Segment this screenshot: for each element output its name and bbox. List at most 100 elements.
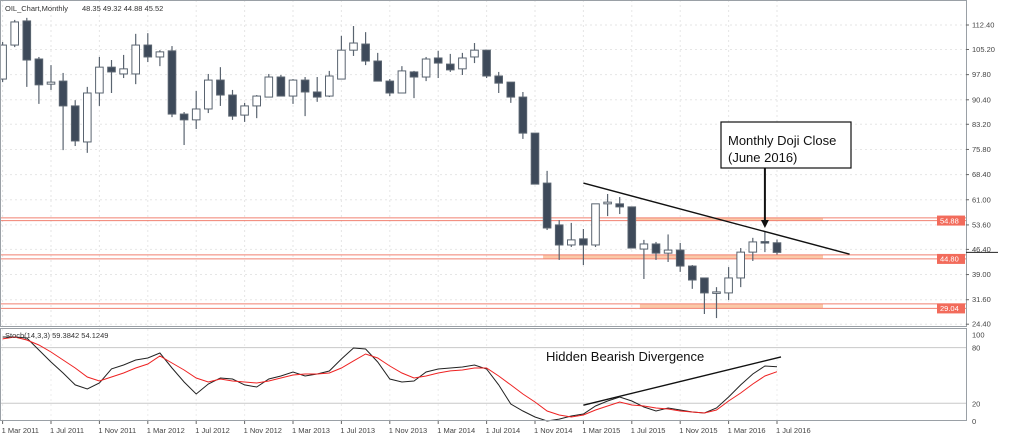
divergence-trendline [583, 356, 782, 406]
candle-bullish [591, 203, 600, 246]
y-tick-label: 97.80 [972, 70, 991, 79]
candle-bullish [349, 42, 358, 51]
candle-bearish [615, 203, 625, 208]
candle-bullish [0, 44, 7, 80]
candle-bullish [191, 108, 201, 121]
zone-fill [639, 303, 823, 309]
candle-bearish [58, 80, 68, 107]
support-resistance-zones [0, 217, 966, 309]
doji-annotation-line2: (June 2016) [728, 150, 797, 165]
candle-bearish [312, 91, 322, 98]
zone-fill [627, 217, 823, 221]
stoch-tick-label: 0 [972, 417, 976, 426]
stoch-tick-label: 100 [972, 331, 985, 340]
y-tick-label: 75.80 [972, 145, 991, 154]
x-tick-label: 1 Mar 2014 [437, 426, 475, 435]
candle-bullish [724, 277, 733, 294]
candle-bearish [228, 94, 237, 117]
candle-bearish [216, 79, 225, 96]
x-tick-label: 1 Nov 2015 [679, 426, 717, 435]
doji-annotation-box [720, 121, 852, 169]
stoch-signal-line [2, 336, 778, 418]
candle-bearish [446, 63, 455, 71]
x-tick-label: 1 Mar 2015 [582, 426, 620, 435]
y-tick-label: 46.40 [972, 245, 991, 254]
candle-bullish [470, 49, 479, 58]
y-tick-label: 105.20 [972, 45, 995, 54]
x-tick-label: 1 Jul 2011 [50, 426, 84, 435]
y-tick-label: 61.00 [972, 195, 991, 204]
candle-bearish [482, 49, 491, 77]
candle-bullish [288, 79, 298, 97]
x-tick-label: 1 Nov 2013 [389, 426, 427, 435]
doji-annotation-line1: Monthly Doji Close [728, 133, 836, 148]
candle-bearish [385, 80, 395, 94]
candle-bearish [70, 105, 80, 142]
stoch-label: Stoch(14,3,3) 59.3842 54.1249 [5, 331, 108, 340]
price-label-box [937, 303, 965, 314]
candle-bullish [748, 241, 758, 253]
candle-bearish [22, 20, 32, 61]
candle-bullish [712, 291, 721, 294]
candlesticks [0, 17, 782, 319]
candle-bullish [639, 243, 649, 250]
divergence-label: Hidden Bearish Divergence [546, 349, 704, 364]
stoch-main-line [2, 336, 778, 422]
candle-bullish [458, 57, 467, 70]
chart-ohlc-label: 48.35 49.32 44.88 45.52 [82, 4, 163, 13]
candle-bullish [46, 81, 56, 85]
candle-bullish [736, 251, 746, 279]
candle-bearish [688, 265, 697, 281]
descending-trendline [583, 182, 850, 255]
candle-bullish [252, 95, 261, 107]
candle-bearish [518, 96, 528, 134]
candle-bullish [397, 70, 407, 94]
chart-symbol-label: OIL_Chart,Monthly [5, 4, 68, 13]
candle-bullish [119, 68, 128, 75]
x-tick-label: 1 Jul 2016 [776, 426, 811, 435]
price-label-box [937, 215, 965, 226]
price-label: 29.04 [940, 304, 959, 313]
candle-bullish [240, 105, 249, 116]
candle-bearish [772, 242, 782, 253]
candle-bearish [542, 182, 552, 229]
stochastic-pane [0, 336, 966, 422]
candle-bearish [760, 241, 770, 244]
candle-bearish [579, 238, 588, 246]
candle-bearish [300, 79, 310, 93]
candle-bearish [34, 58, 44, 86]
candle-bearish [651, 243, 661, 254]
pane-frames [0, 0, 967, 421]
candle-bearish [179, 113, 189, 121]
candle-bullish [155, 51, 165, 58]
candle-bearish [554, 224, 564, 246]
price-label-box [937, 253, 965, 264]
candle-bullish [325, 75, 334, 97]
stoch-tick-label: 80 [972, 344, 980, 353]
y-tick-label: 31.60 [972, 295, 991, 304]
candle-bearish [276, 76, 286, 97]
candle-bullish [603, 201, 612, 205]
y-tick-label: 90.40 [972, 95, 991, 104]
candle-bullish [95, 66, 104, 94]
candle-bearish [143, 44, 153, 58]
y-tick-label: 83.20 [972, 120, 991, 129]
candle-bearish [167, 50, 177, 115]
candle-bullish [663, 249, 673, 254]
x-tick-label: 1 Jul 2013 [340, 426, 375, 435]
doji-arrow-head-icon [760, 219, 769, 228]
candle-bullish [131, 44, 140, 75]
x-tick-label: 1 Nov 2012 [244, 426, 282, 435]
x-tick-label: 1 Mar 2016 [728, 426, 766, 435]
stoch-tick-label: 20 [972, 399, 980, 408]
y-tick-label: 24.40 [972, 320, 991, 329]
x-tick-label: 1 Jul 2014 [486, 426, 521, 435]
candle-bearish [530, 132, 540, 185]
candle-bullish [264, 76, 274, 98]
candle-bearish [494, 75, 503, 84]
candle-bearish [700, 277, 709, 294]
y-tick-label: 39.00 [972, 270, 991, 279]
x-tick-label: 1 Mar 2013 [292, 426, 330, 435]
x-tick-label: 1 Nov 2011 [98, 426, 136, 435]
